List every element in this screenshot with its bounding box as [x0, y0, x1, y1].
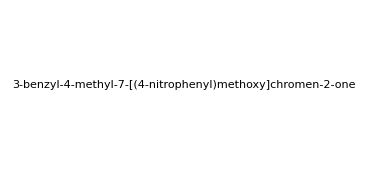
- Text: 3-benzyl-4-methyl-7-[(4-nitrophenyl)methoxy]chromen-2-one: 3-benzyl-4-methyl-7-[(4-nitrophenyl)meth…: [12, 79, 355, 90]
